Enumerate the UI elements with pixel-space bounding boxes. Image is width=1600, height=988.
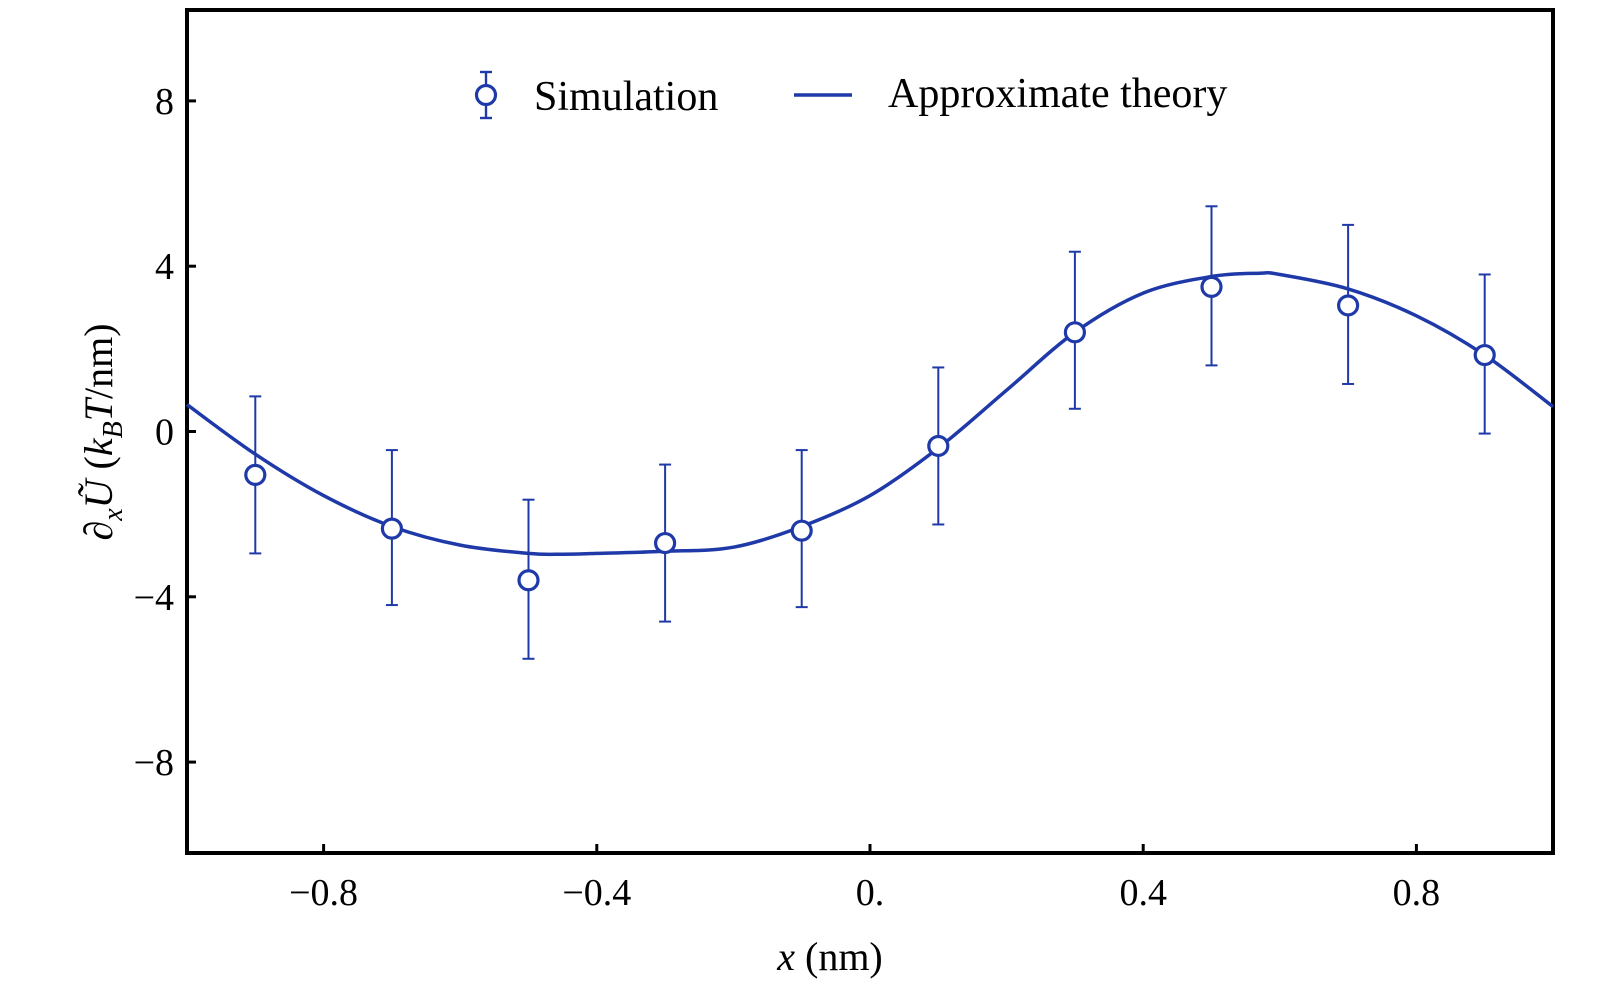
simulation-point [244, 395, 267, 555]
x-tick-label: −0.8 [289, 872, 358, 914]
legend-simulation-label: Simulation [534, 74, 718, 120]
simulation-marker [1473, 343, 1496, 367]
legend-theory-label: Approximate theory [888, 71, 1227, 117]
y-axis-ticks: 8 4 0 −4 −8 [134, 81, 196, 784]
plot-frame [185, 8, 1555, 855]
y-tick-label: 0 [155, 412, 174, 454]
simulation-point [927, 366, 950, 526]
simulation-point [1063, 250, 1087, 410]
y-tick-label: −4 [134, 577, 174, 619]
y-axis-sub-B: B [98, 421, 129, 438]
x-tick-label: 0.4 [1119, 872, 1167, 914]
y-axis-U: Ũ [76, 476, 121, 508]
simulation-marker [517, 569, 540, 592]
x-axis-unit: (nm) [795, 934, 883, 979]
simulation-point [1200, 205, 1223, 367]
simulation-marker [1200, 275, 1223, 298]
simulation-point [517, 498, 540, 660]
y-tick-label: −8 [134, 742, 174, 784]
y-tick-label: 4 [155, 246, 174, 288]
y-axis-unit: /nm) [76, 323, 121, 399]
simulation-point [790, 449, 813, 609]
x-tick-label: 0.8 [1393, 872, 1441, 914]
simulation-marker [1063, 321, 1087, 344]
simulation-marker [790, 519, 813, 542]
simulation-marker [244, 463, 267, 486]
simulation-marker [653, 531, 677, 555]
simulation-marker [927, 434, 950, 458]
x-axis-ticks: −0.8 −0.4 0. 0.4 0.8 [289, 844, 1440, 914]
y-axis-label: ∂xŨ (kBT/nm) [76, 323, 129, 540]
simulation-point [1473, 273, 1496, 435]
y-axis-T: T [76, 396, 121, 421]
simulation-marker [380, 517, 403, 540]
y-axis-sub-x: x [98, 508, 129, 522]
legend: Simulation Approximate theory [474, 70, 1227, 120]
y-axis-k: k [76, 437, 121, 456]
theory-series [185, 271, 1555, 557]
simulation-series [244, 205, 1496, 660]
theory-line [185, 271, 1555, 557]
x-axis-label: x (nm) [776, 934, 883, 979]
simulation-marker [1336, 294, 1360, 317]
simulation-point [653, 463, 677, 623]
legend-simulation-marker [474, 83, 498, 107]
y-axis-open: ( [76, 456, 121, 479]
y-tick-label: 8 [155, 81, 174, 123]
x-axis-variable: x [776, 934, 795, 979]
simulation-point [380, 449, 403, 607]
x-tick-label: 0. [856, 872, 885, 914]
y-axis-partial: ∂ [76, 521, 121, 541]
simulation-point [1336, 223, 1360, 385]
x-tick-label: −0.4 [562, 872, 631, 914]
